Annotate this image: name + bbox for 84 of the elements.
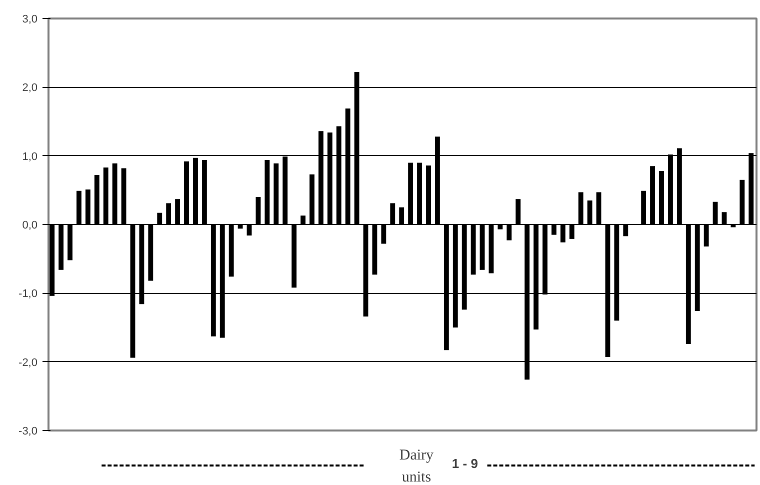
bar	[722, 212, 727, 224]
bar	[228, 224, 234, 277]
bar	[58, 224, 64, 270]
bar	[202, 160, 207, 224]
bar	[694, 224, 700, 312]
y-tick-label: 2,0	[22, 82, 38, 94]
bar	[516, 199, 521, 224]
bar	[686, 224, 691, 344]
bar	[506, 224, 512, 240]
bar	[426, 165, 431, 224]
bar	[112, 163, 118, 224]
bar	[596, 192, 602, 224]
bar	[587, 200, 592, 224]
bar	[650, 166, 656, 224]
bar	[256, 197, 261, 224]
y-tick-label: -1,0	[18, 288, 38, 300]
y-tick-label: 0,0	[22, 220, 38, 232]
y-tick-label: -3,0	[18, 426, 38, 438]
bar	[614, 224, 620, 321]
bar	[551, 224, 556, 235]
bar	[417, 162, 422, 224]
bar	[94, 175, 100, 224]
bar	[676, 148, 682, 224]
bar	[292, 224, 297, 288]
bar	[452, 224, 458, 328]
bar	[578, 192, 584, 224]
bar	[139, 224, 144, 304]
bar	[730, 224, 736, 228]
bar	[704, 224, 709, 246]
x-axis-title: Dairy units	[399, 448, 434, 485]
y-tick-label: -2,0	[18, 356, 38, 369]
bar	[605, 224, 610, 358]
bar	[740, 180, 745, 224]
bar	[246, 224, 252, 236]
bar	[363, 224, 368, 317]
bar	[184, 161, 189, 224]
bar	[534, 224, 538, 330]
bar	[434, 136, 440, 224]
bar	[390, 203, 396, 224]
bar	[210, 224, 216, 336]
bar	[408, 162, 414, 224]
bar	[103, 168, 108, 224]
bar	[659, 170, 664, 224]
bar	[166, 203, 172, 224]
bar	[130, 224, 136, 358]
bar	[220, 224, 225, 338]
bar	[462, 224, 467, 310]
bar	[193, 158, 198, 224]
bar	[381, 224, 386, 244]
bar	[318, 131, 324, 224]
bar	[345, 108, 350, 224]
bar	[569, 224, 574, 239]
bar	[68, 224, 72, 260]
bar	[148, 224, 154, 281]
y-tick-label: 3,0	[22, 14, 38, 26]
bar	[444, 224, 449, 350]
bar	[175, 199, 180, 224]
bar	[623, 224, 628, 236]
bar	[336, 126, 342, 224]
bar	[748, 153, 754, 224]
bar	[488, 224, 494, 274]
bar	[300, 216, 306, 224]
bar	[470, 224, 476, 275]
bar	[310, 174, 314, 224]
bar	[238, 224, 243, 229]
bar	[264, 160, 270, 224]
bar	[372, 224, 378, 275]
bar	[121, 168, 126, 224]
bar	[274, 163, 279, 224]
bar	[668, 154, 673, 224]
bar	[157, 212, 162, 224]
bar	[712, 202, 718, 224]
text: 1 - 9	[452, 456, 478, 471]
bar	[282, 156, 288, 224]
bar	[327, 132, 332, 224]
bar	[76, 190, 82, 224]
bar	[542, 224, 548, 295]
bar	[560, 224, 566, 242]
bar	[399, 207, 404, 224]
bar	[498, 224, 503, 230]
bar	[641, 190, 646, 224]
bar	[85, 189, 90, 224]
y-tick-label: 1,0	[22, 150, 38, 163]
bar	[480, 224, 485, 270]
